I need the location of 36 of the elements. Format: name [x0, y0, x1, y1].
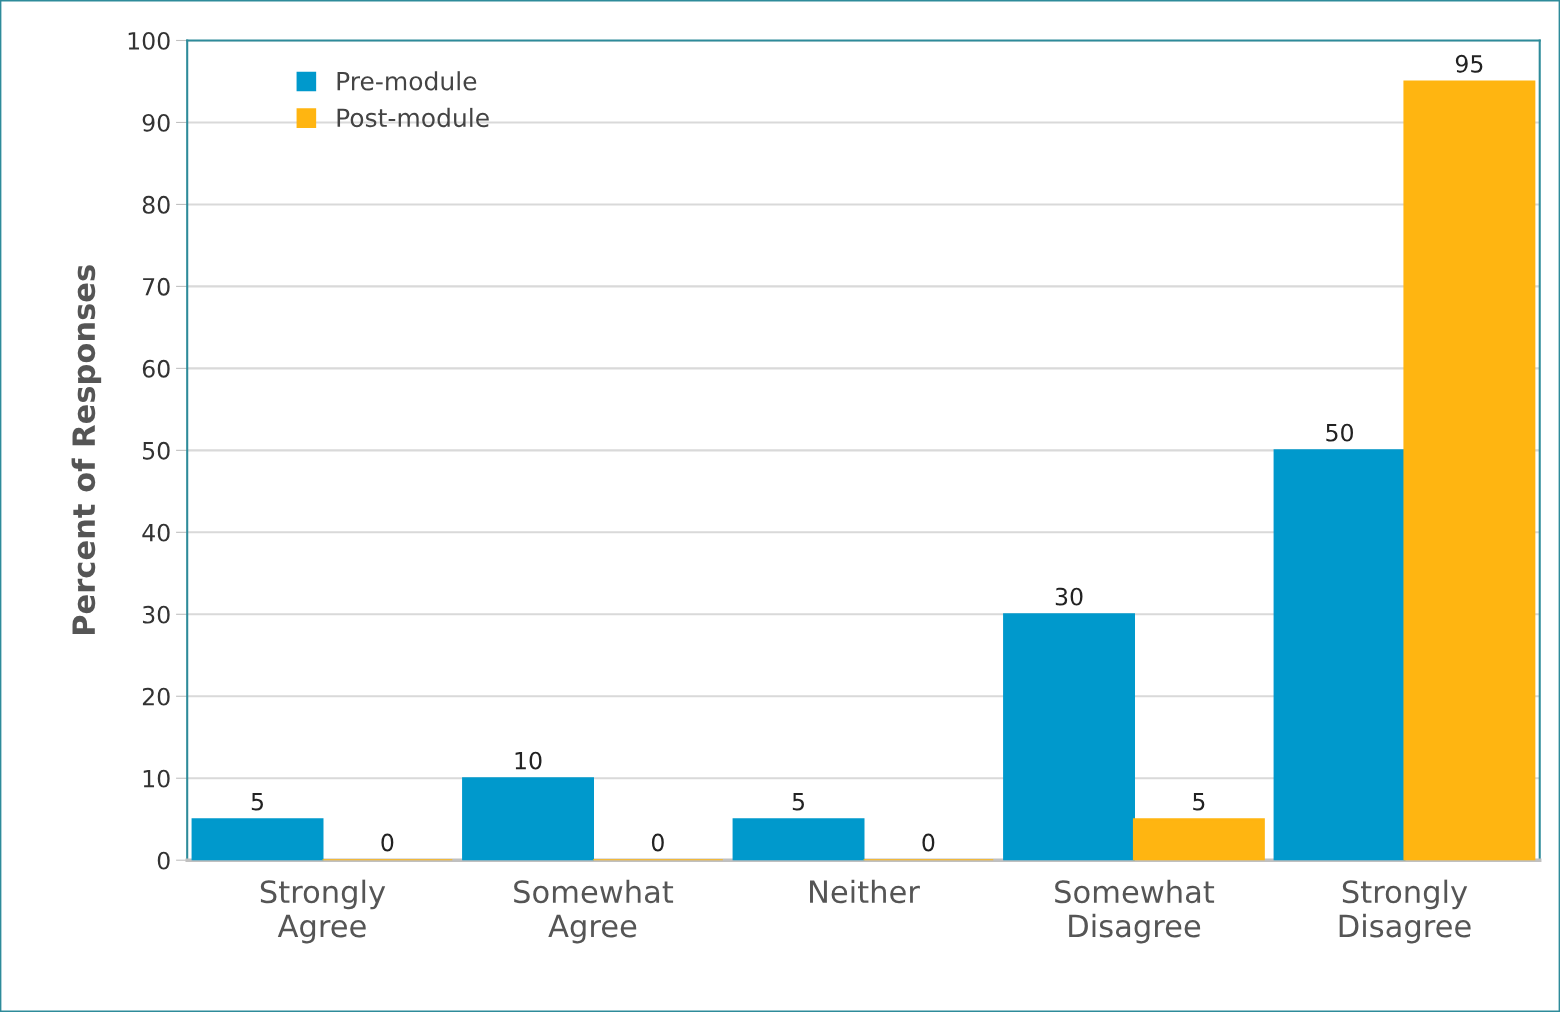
data-label: 5: [251, 792, 263, 811]
y-tick-label: 30: [142, 605, 170, 624]
y-tick-label: 50: [143, 441, 170, 460]
data-label: 0: [922, 833, 935, 852]
y-tick-label: 80: [142, 195, 170, 214]
data-label: 30: [1055, 587, 1083, 606]
x-tick-label: Strongly Disagree: [1339, 879, 1471, 944]
y-tick-label: 60: [142, 359, 170, 378]
y-tick-label: 90: [142, 113, 170, 132]
bar: [1403, 80, 1536, 861]
bar: [1132, 818, 1265, 861]
x-tick-label: Somewhat Disagree: [1055, 879, 1215, 944]
legend-label: Post-module: [337, 107, 489, 128]
y-tick-label: 40: [142, 523, 170, 542]
bar: [1273, 449, 1406, 861]
data-label: 5: [1193, 792, 1205, 811]
y-axis-title: Percent of Responses: [71, 265, 102, 635]
bar: [732, 818, 865, 861]
y-tick-label: 0: [157, 851, 170, 870]
bar: [1003, 613, 1135, 861]
data-label: 50: [1326, 423, 1353, 442]
legend-label: Pre-module: [337, 71, 477, 91]
data-label: 5: [792, 792, 804, 811]
bar: [191, 818, 324, 861]
data-label: 10: [515, 751, 542, 770]
x-tick-label: Neither: [810, 879, 920, 904]
y-tick-label: 70: [143, 277, 170, 296]
y-tick-label: 20: [142, 687, 170, 706]
data-label: 0: [381, 833, 394, 852]
x-tick-label: Strongly Agree: [260, 879, 386, 944]
y-tick-label: 100: [128, 31, 170, 50]
data-label: 95: [1455, 54, 1483, 73]
x-tick-label: Somewhat Agree: [514, 879, 674, 944]
data-label: 0: [651, 833, 664, 852]
bar: [462, 777, 594, 861]
y-tick-label: 10: [143, 769, 170, 788]
